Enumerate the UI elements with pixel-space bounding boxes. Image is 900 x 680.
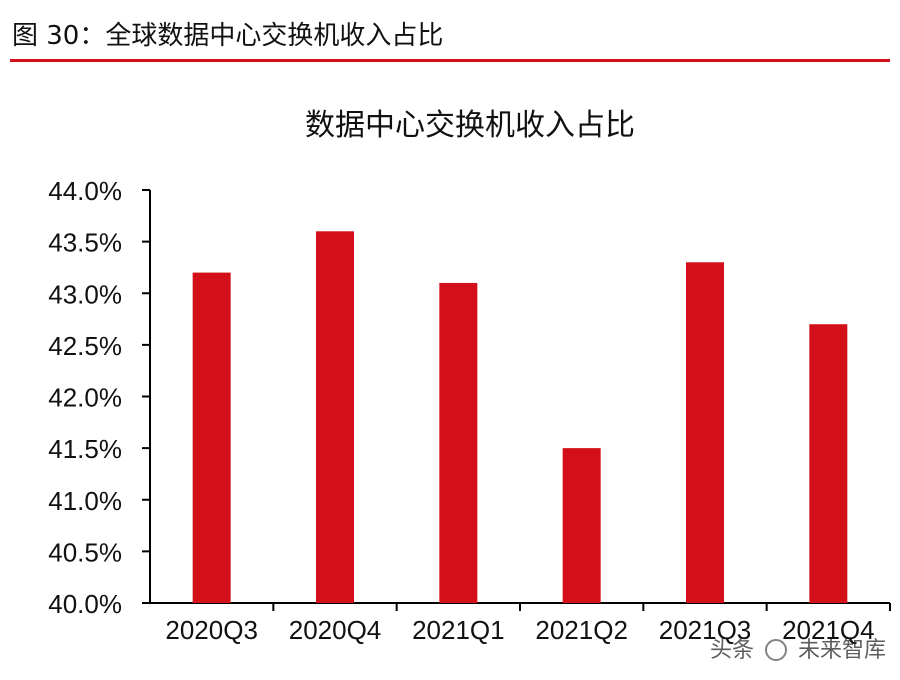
y-tick-label: 42.5% xyxy=(48,331,122,361)
x-tick-label: 2021Q1 xyxy=(412,615,505,645)
chart-area: 数据中心交换机收入占比 40.0% 40.5% 41.0% 41.5% 42.0% 42.… xyxy=(0,95,900,680)
y-axis: 40.0% 40.5% 41.0% 41.5% 42.0% 42.5% 43.0% 43.5%… xyxy=(48,176,151,619)
x-axis: 2020Q3 2020Q4 2021Q1 2021Q2 2021Q3 2021Q4 xyxy=(150,602,891,645)
bar xyxy=(562,448,601,603)
y-tick-label: 40.5% xyxy=(48,537,122,567)
y-tick-label: 44.0% xyxy=(48,176,122,206)
x-tick-label: 2021Q4 xyxy=(782,615,875,645)
y-tick-label: 42.0% xyxy=(48,383,122,413)
bar-series xyxy=(192,231,848,604)
y-tick-label: 41.5% xyxy=(48,434,122,464)
x-tick-label: 2020Q3 xyxy=(165,615,258,645)
figure-title: 图 30：全球数据中心交换机收入占比 xyxy=(12,21,444,51)
wechat-bubble-icon xyxy=(765,639,788,661)
bar xyxy=(686,262,724,603)
y-tick-label: 41.0% xyxy=(48,486,122,516)
watermark-prefix: 头条 xyxy=(710,638,755,663)
y-tick-label: 40.0% xyxy=(48,589,122,619)
bar xyxy=(192,272,231,603)
watermark: 头条 未来智库 xyxy=(710,636,886,666)
bar xyxy=(809,324,848,603)
figure-header: 图 30：全球数据中心交换机收入占比 xyxy=(10,18,890,62)
bar xyxy=(316,231,354,604)
x-tick-label: 2020Q4 xyxy=(289,615,382,645)
bar xyxy=(439,282,478,603)
x-tick-label: 2021Q3 xyxy=(659,615,752,645)
figure-title-rule xyxy=(10,59,890,62)
y-tick-label: 43.5% xyxy=(48,228,122,258)
chart-title: 数据中心交换机收入占比 xyxy=(305,108,635,143)
bar-chart: 数据中心交换机收入占比 40.0% 40.5% 41.0% 41.5% 42.0% 42.… xyxy=(48,108,891,645)
y-tick-label: 43.0% xyxy=(48,279,122,309)
watermark-name: 未来智库 xyxy=(798,638,887,663)
x-tick-label: 2021Q2 xyxy=(535,615,628,645)
